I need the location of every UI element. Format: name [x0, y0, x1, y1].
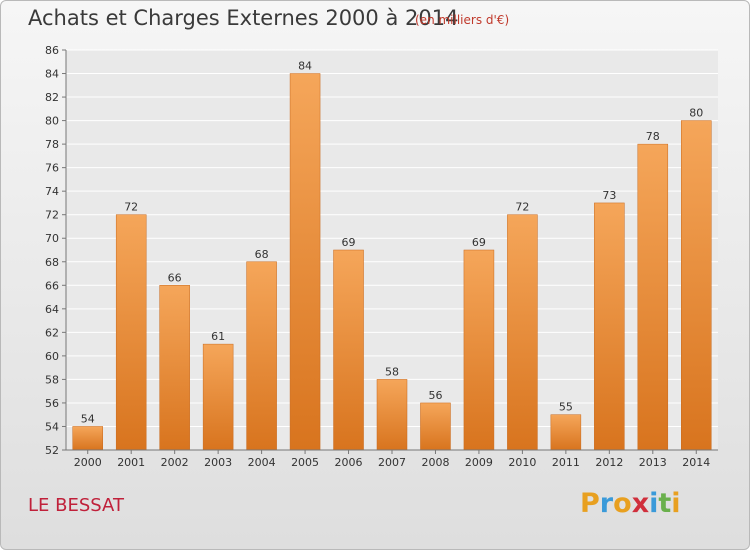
- data-label: 66: [168, 271, 182, 284]
- logo-letter: P: [580, 488, 600, 519]
- x-tick-label: 2004: [248, 456, 276, 469]
- y-tick-label: 52: [45, 444, 59, 457]
- x-tick-label: 2011: [552, 456, 580, 469]
- x-tick-label: 2001: [117, 456, 145, 469]
- y-tick-label: 86: [45, 44, 59, 57]
- data-label: 72: [124, 201, 138, 214]
- y-tick-label: 58: [45, 373, 59, 386]
- y-tick-label: 76: [45, 162, 59, 175]
- bar: [376, 379, 408, 451]
- y-tick-label: 64: [45, 303, 59, 316]
- data-label: 56: [428, 389, 442, 402]
- x-tick-label: 2008: [421, 456, 449, 469]
- x-tick-label: 2012: [595, 456, 623, 469]
- bar: [159, 285, 190, 451]
- data-label: 69: [342, 236, 356, 249]
- bar: [550, 414, 582, 451]
- logo-letter: r: [599, 488, 614, 519]
- y-tick-label: 70: [45, 232, 59, 245]
- logo-letter: x: [631, 488, 650, 519]
- data-label: 68: [255, 248, 269, 261]
- x-tick-label: 2003: [204, 456, 232, 469]
- y-tick-label: 68: [45, 256, 59, 269]
- y-tick-label: 82: [45, 91, 59, 104]
- bar: [246, 261, 277, 451]
- x-tick-label: 2009: [465, 456, 493, 469]
- y-tick-label: 80: [45, 115, 59, 128]
- data-label: 54: [81, 412, 95, 425]
- bar: [202, 343, 234, 451]
- data-label: 80: [689, 107, 703, 120]
- bar: [289, 73, 321, 451]
- bar: [333, 249, 364, 451]
- y-tick-label: 72: [45, 209, 59, 222]
- bar: [594, 202, 625, 451]
- y-tick-label: 74: [45, 185, 59, 198]
- bar: [115, 214, 147, 451]
- data-label: 58: [385, 365, 399, 378]
- logo-letter: i: [649, 488, 659, 519]
- chart-title: Achats et Charges Externes 2000 à 2014: [28, 6, 459, 30]
- bar: [463, 249, 495, 451]
- y-tick-label: 54: [45, 420, 59, 433]
- y-tick-label: 60: [45, 350, 59, 363]
- data-label: 73: [602, 189, 616, 202]
- data-label: 72: [515, 201, 529, 214]
- chart-subtitle: (en milliers d'€): [415, 13, 510, 27]
- data-label: 84: [298, 60, 312, 73]
- y-tick-label: 56: [45, 397, 59, 410]
- bar: [420, 402, 451, 451]
- proxiti-logo[interactable]: Proxiti: [580, 488, 681, 519]
- x-tick-label: 2005: [291, 456, 319, 469]
- y-tick-label: 84: [45, 68, 59, 81]
- data-label: 55: [559, 401, 573, 414]
- y-tick-label: 66: [45, 279, 59, 292]
- bar: [681, 120, 712, 451]
- x-tick-label: 2013: [639, 456, 667, 469]
- x-tick-label: 2002: [161, 456, 189, 469]
- x-tick-label: 2014: [682, 456, 710, 469]
- logo-letter: i: [671, 488, 681, 519]
- bar: [507, 214, 538, 451]
- y-tick-label: 62: [45, 326, 59, 339]
- y-tick-label: 78: [45, 138, 59, 151]
- x-tick-label: 2007: [378, 456, 406, 469]
- data-label: 78: [646, 130, 660, 143]
- x-tick-label: 2006: [335, 456, 363, 469]
- logo-letter: o: [613, 488, 632, 519]
- x-tick-label: 2000: [74, 456, 102, 469]
- bar: [637, 143, 669, 451]
- commune-name: LE BESSAT: [28, 495, 124, 516]
- logo-letter: t: [658, 488, 672, 519]
- x-tick-label: 2010: [508, 456, 536, 469]
- data-label: 69: [472, 236, 486, 249]
- bar: [72, 426, 103, 451]
- data-label: 61: [211, 330, 225, 343]
